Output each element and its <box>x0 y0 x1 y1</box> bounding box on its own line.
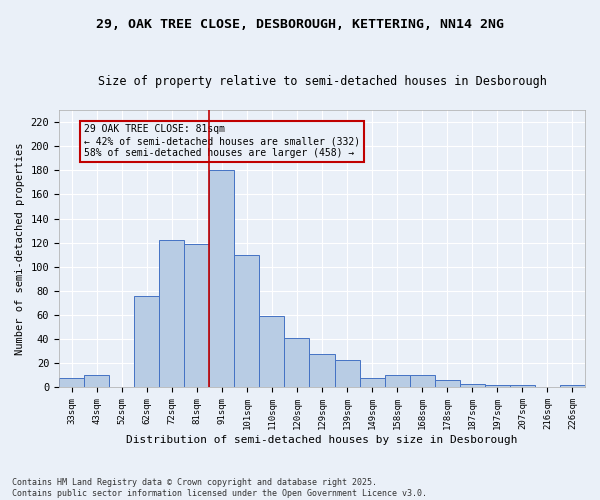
Bar <box>410 376 435 388</box>
Title: Size of property relative to semi-detached houses in Desborough: Size of property relative to semi-detach… <box>98 75 547 88</box>
Bar <box>435 380 460 388</box>
Bar <box>59 378 84 388</box>
Bar <box>359 378 385 388</box>
Bar <box>134 296 159 388</box>
Bar <box>284 338 310 388</box>
Bar <box>259 316 284 388</box>
Bar <box>209 170 235 388</box>
Bar <box>310 354 335 388</box>
Bar <box>335 360 359 388</box>
Bar <box>510 385 535 388</box>
Text: Contains HM Land Registry data © Crown copyright and database right 2025.
Contai: Contains HM Land Registry data © Crown c… <box>12 478 427 498</box>
Bar <box>235 255 259 388</box>
Bar <box>460 384 485 388</box>
Y-axis label: Number of semi-detached properties: Number of semi-detached properties <box>15 142 25 355</box>
X-axis label: Distribution of semi-detached houses by size in Desborough: Distribution of semi-detached houses by … <box>126 435 518 445</box>
Bar <box>385 376 410 388</box>
Bar <box>184 244 209 388</box>
Text: 29, OAK TREE CLOSE, DESBOROUGH, KETTERING, NN14 2NG: 29, OAK TREE CLOSE, DESBOROUGH, KETTERIN… <box>96 18 504 30</box>
Bar <box>84 376 109 388</box>
Bar <box>159 240 184 388</box>
Bar <box>560 385 585 388</box>
Bar <box>485 385 510 388</box>
Text: 29 OAK TREE CLOSE: 81sqm
← 42% of semi-detached houses are smaller (332)
58% of : 29 OAK TREE CLOSE: 81sqm ← 42% of semi-d… <box>84 124 360 158</box>
